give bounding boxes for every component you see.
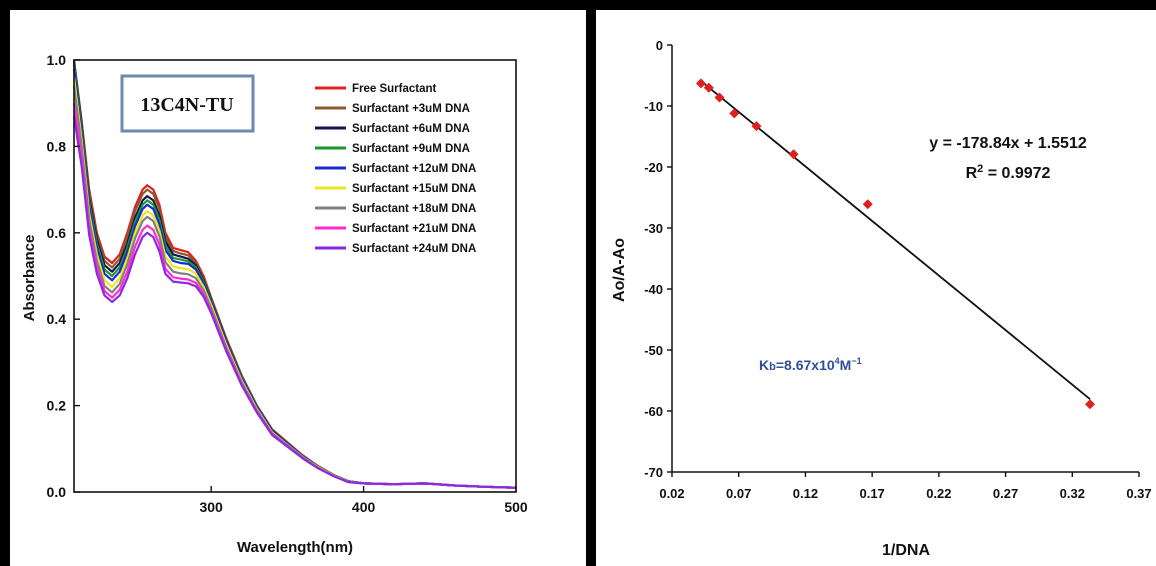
legend-label: Free Surfactant bbox=[352, 83, 437, 95]
legend-label: Surfactant +12uM DNA bbox=[352, 163, 476, 175]
data-point bbox=[695, 78, 706, 89]
y-tick-label: 0.6 bbox=[47, 225, 67, 241]
binding-panel: 0 -10 -20 -30 -40 -50 -60 -70 0.02 0.07 0.12 0.17 0.… bbox=[596, 10, 1156, 566]
y-tick-label: 0.2 bbox=[47, 398, 67, 414]
regression-equation: y = -178.84x + 1.5512 bbox=[929, 135, 1087, 152]
binding-chart: 0 -10 -20 -30 -40 -50 -60 -70 0.02 0.07 0.12 0.17 0.… bbox=[611, 38, 1152, 559]
y-tick-label: 0.4 bbox=[47, 311, 67, 327]
x-tick-label: 0.32 bbox=[1060, 486, 1085, 501]
y-tick-label: 0.8 bbox=[47, 138, 67, 154]
x-tick-label: 0.02 bbox=[659, 486, 684, 501]
trendline bbox=[700, 80, 1091, 400]
y-tick-label: -30 bbox=[644, 221, 663, 236]
x-axis-label: Wavelength(nm) bbox=[237, 539, 353, 556]
legend-label: Surfactant +3uM DNA bbox=[352, 103, 470, 115]
data-point bbox=[751, 121, 762, 132]
sample-label-box bbox=[120, 74, 255, 133]
series-line bbox=[72, 116, 517, 489]
r-squared: R2 = 0.9972 bbox=[966, 163, 1051, 182]
x-tick-label: 400 bbox=[352, 499, 376, 515]
kb-exp: 4 bbox=[835, 356, 840, 366]
x-axis-label: 1/DNA bbox=[882, 542, 930, 559]
data-point bbox=[788, 149, 799, 160]
binding-constant: Kb=8.67x104M−1 bbox=[759, 356, 862, 373]
data-point bbox=[703, 82, 714, 93]
y-tick-label: 0.0 bbox=[47, 484, 67, 500]
legend-label: Surfactant +18uM DNA bbox=[352, 203, 476, 215]
y-axis-label: Ao/A-Ao bbox=[611, 238, 628, 302]
legend-label: Surfactant +9uM DNA bbox=[352, 143, 470, 155]
data-point bbox=[714, 92, 725, 103]
y-tick-label: -70 bbox=[644, 465, 663, 480]
r-squared-prefix: R bbox=[966, 165, 978, 182]
r-squared-value: = 0.9972 bbox=[983, 165, 1050, 182]
sample-label: 13C4N-TU bbox=[140, 94, 233, 116]
legend-label: Surfactant +15uM DNA bbox=[352, 183, 476, 195]
kb-unit: M bbox=[840, 357, 852, 373]
legend-label: Surfactant +21uM DNA bbox=[352, 223, 476, 235]
x-tick-label: 0.07 bbox=[726, 486, 751, 501]
legend-label: Surfactant +24uM DNA bbox=[352, 243, 476, 255]
plot-frame bbox=[73, 59, 517, 493]
y-tick-label: -20 bbox=[644, 160, 663, 175]
kb-sub: b bbox=[769, 361, 776, 373]
y-tick-label: -50 bbox=[644, 343, 663, 358]
y-tick-label: -10 bbox=[644, 99, 663, 114]
series-line bbox=[72, 103, 517, 489]
r-squared-sup: 2 bbox=[977, 163, 983, 175]
series-line bbox=[72, 77, 517, 489]
legend-label: Surfactant +6uM DNA bbox=[352, 123, 470, 135]
y-tick-label: -60 bbox=[644, 404, 663, 419]
x-tick-label: 0.12 bbox=[793, 486, 818, 501]
x-tick-label: 500 bbox=[504, 499, 528, 515]
kb-unit-exp: −1 bbox=[851, 356, 861, 366]
y-axis-label: Absorbance bbox=[21, 235, 38, 322]
x-tick-label: 300 bbox=[199, 499, 223, 515]
data-point bbox=[1085, 399, 1096, 410]
x-tick-label: 0.17 bbox=[859, 486, 884, 501]
data-point bbox=[729, 108, 740, 119]
y-tick-label: -40 bbox=[644, 282, 663, 297]
x-tick-label: 0.22 bbox=[926, 486, 951, 501]
absorbance-chart: 0.0 0.2 0.4 0.6 0.8 1.0 300 400 500 Wavelength(nm… bbox=[21, 52, 528, 556]
y-tick-label: 0 bbox=[656, 38, 663, 53]
x-tick-label: 0.27 bbox=[993, 486, 1018, 501]
kb-mid: =8.67x10 bbox=[776, 357, 835, 373]
x-tick-label: 0.37 bbox=[1126, 486, 1151, 501]
data-point bbox=[862, 199, 873, 210]
kb-prefix: K bbox=[759, 357, 769, 373]
absorbance-panel: 0.0 0.2 0.4 0.6 0.8 1.0 300 400 500 Wavelength(nm… bbox=[10, 10, 586, 566]
y-tick-label: 1.0 bbox=[47, 52, 67, 68]
